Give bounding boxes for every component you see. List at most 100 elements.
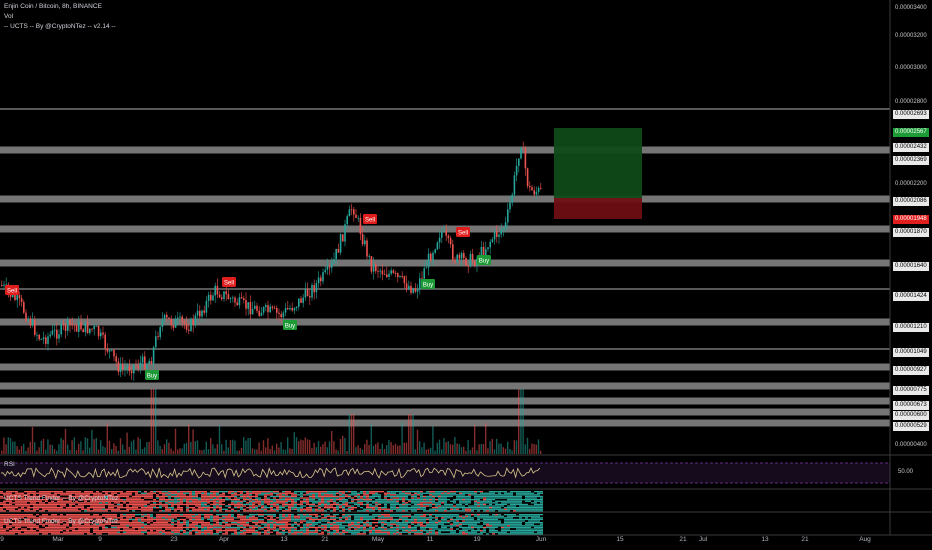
volume-legend[interactable]: Vol [4,13,14,20]
buy-signal-tag[interactable] [145,370,159,380]
buy-signal-tag[interactable] [421,279,435,289]
trend-cell [396,500,399,502]
trend-cell [303,502,306,504]
trend-cell [75,533,78,535]
trend-cell [207,492,210,494]
trend-finder-title-2[interactable]: UCTS Trend Finder -- By @CryptoNTez [4,518,119,525]
candle-body [485,249,487,256]
trend-cell [459,499,462,501]
trend-cell [57,500,60,502]
trend-cell [333,494,336,496]
trend-cell [258,500,261,502]
trend-cell [90,497,93,499]
trend-cell [36,499,39,501]
trend-cell [450,494,453,496]
trend-cell [264,492,267,494]
trend-cell [36,507,39,509]
trend-cell [255,492,258,494]
trend-cell [174,530,177,532]
trend-cell [345,525,348,527]
trend-cell [537,531,540,533]
trend-cell [108,502,111,504]
trend-cell [495,518,498,521]
rsi-title[interactable]: RSI [4,461,15,468]
trend-cell [444,517,447,519]
take-profit-zone[interactable] [554,128,642,198]
trend-cell [135,531,138,533]
trend-cell [372,517,375,519]
volume-bar [106,423,108,454]
trend-cell [249,526,252,529]
sr-band[interactable] [0,108,890,110]
trend-cell [123,531,126,533]
trend-finder-title-1[interactable]: UCTS Trend Finder -- By @CryptoNTez [4,495,119,502]
trend-cell [435,499,438,501]
sr-band[interactable] [0,225,890,233]
trend-cell [285,523,288,525]
sell-signal-tag[interactable] [5,285,19,295]
sr-band[interactable] [0,348,890,350]
trend-cell [291,503,294,506]
trend-cell [237,531,240,533]
trend-cell [198,515,201,517]
trend-cell [432,526,435,529]
trend-cell [483,522,486,524]
sell-signal-tag[interactable] [456,227,470,237]
trend-cell [516,495,519,498]
trend-cell [138,508,141,510]
trend-cell [324,500,327,502]
trend-cell [432,520,435,522]
trend-cell [390,492,393,494]
sr-band[interactable] [0,363,890,371]
sr-band[interactable] [0,419,890,427]
trend-cell [312,508,315,510]
candle-body [47,336,49,344]
trend-cell [96,495,99,498]
volume-bar [62,439,64,454]
volume-bar [410,414,412,454]
stop-loss-zone[interactable] [554,198,642,219]
trend-cell [6,515,9,517]
trend-cell [276,507,279,509]
sr-band[interactable] [0,195,890,203]
trend-cell [93,528,96,530]
trend-cell [372,522,375,524]
trend-cell [18,495,21,498]
candle-body [436,242,439,250]
trend-cell [81,517,84,519]
trend-cell [210,530,213,532]
sr-band[interactable] [0,408,890,416]
sr-band[interactable] [0,397,890,405]
trend-cell [408,499,411,501]
sr-band[interactable] [0,259,890,267]
trend-cell [168,494,171,496]
symbol-legend[interactable]: Enjin Coin / Bitcoin, 8h, BINANCE [4,3,102,10]
sr-band[interactable] [0,382,890,390]
sr-band[interactable] [0,146,890,154]
trend-cell [126,526,129,529]
trend-cell [450,523,453,525]
trend-cell [222,508,225,510]
trend-cell [414,528,417,530]
trend-cell [489,518,492,521]
trend-cell [225,510,228,512]
indicator-legend[interactable]: -- UCTS -- By @CryptoNTez -- v2.14 -- [4,23,116,30]
trend-cell [237,494,240,496]
trend-cell [213,515,216,517]
sr-band[interactable] [0,318,890,326]
trend-cell [480,520,483,522]
sr-band[interactable] [0,288,890,290]
trend-cell [219,531,222,533]
sell-signal-tag[interactable] [222,277,236,287]
trend-cell [540,508,543,510]
trend-cell [279,520,282,522]
buy-signal-tag[interactable] [477,255,491,265]
buy-signal-tag[interactable] [283,320,297,330]
volume-bar [97,449,100,454]
trend-cell [363,523,366,525]
trend-cell [141,525,144,527]
trend-cell [222,492,225,494]
sell-signal-tag[interactable] [363,214,377,224]
